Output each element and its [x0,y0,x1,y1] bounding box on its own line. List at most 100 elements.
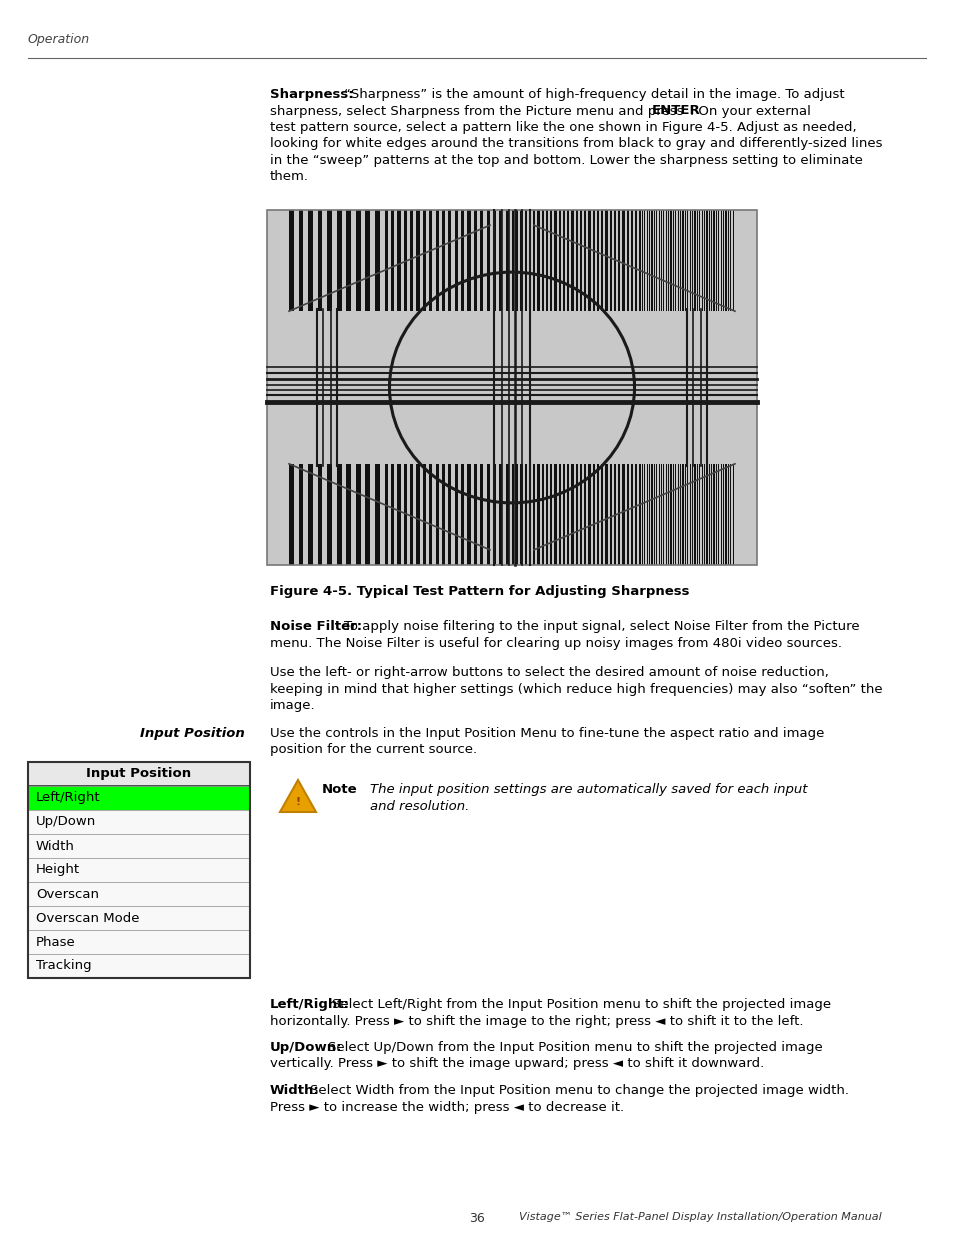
Bar [642,464,643,564]
Bar [441,210,445,311]
Bar [677,210,679,311]
Bar [512,464,514,564]
Bar [696,464,698,564]
Text: Vistage™ Series Flat-Panel Display Installation/Operation Manual: Vistage™ Series Flat-Panel Display Insta… [518,1212,881,1221]
Text: !: ! [295,797,300,806]
Bar [704,464,705,564]
Bar [709,210,710,311]
Bar [410,210,413,311]
Bar [517,210,520,311]
Bar [370,210,375,311]
Bar [702,210,703,311]
Bar [567,210,569,311]
Bar [712,464,713,564]
Bar [341,464,346,564]
Bar [648,464,650,564]
Bar [526,464,528,564]
Bar [717,464,718,564]
Bar [355,464,360,564]
Bar [578,210,579,311]
Bar [683,464,684,564]
Bar [355,210,360,311]
Bar [308,464,313,564]
Bar [560,464,562,564]
Bar [726,464,727,564]
Bar [375,464,379,564]
Bar [660,464,661,564]
Bar [545,464,548,564]
Bar [679,464,680,564]
Bar [728,210,729,311]
Bar [394,464,396,564]
Bar [341,210,346,311]
Bar [476,464,479,564]
Text: To apply noise filtering to the input signal, select Noise Filter from the Pictu: To apply noise filtering to the input si… [344,620,859,634]
Bar [676,210,677,311]
Bar [583,210,586,311]
Bar [400,210,403,311]
Bar [630,464,633,564]
Bar [416,464,419,564]
Bar [652,210,653,311]
Bar [646,210,647,311]
Bar [457,210,460,311]
Bar [322,210,327,311]
Text: position for the current source.: position for the current source. [270,743,476,757]
Bar [679,210,680,311]
Bar [664,210,665,311]
Bar [537,210,539,311]
Bar [707,210,708,311]
Bar [588,210,590,311]
Text: looking for white edges around the transitions from black to gray and differentl: looking for white edges around the trans… [270,137,882,151]
Bar [655,210,656,311]
Bar [486,464,489,564]
Bar [445,210,448,311]
Bar [571,464,573,564]
Bar [351,210,355,311]
Bar [464,464,467,564]
Bar [718,464,719,564]
Bar [723,464,724,564]
Bar [298,464,303,564]
Bar [493,210,496,311]
Bar [407,464,410,564]
Bar [675,464,676,564]
Text: Figure 4-5. Typical Test Pattern for Adjusting Sharpness: Figure 4-5. Typical Test Pattern for Adj… [270,585,689,598]
Bar [550,210,552,311]
Bar [400,464,403,564]
Bar [394,210,396,311]
Bar [451,464,455,564]
Bar [600,464,602,564]
Bar [661,210,662,311]
Bar [422,464,426,564]
Bar [648,210,650,311]
Bar [685,210,686,311]
Bar [652,464,653,564]
Bar [664,464,665,564]
Bar [476,210,479,311]
Bar [600,210,602,311]
Bar [714,464,715,564]
Text: Operation: Operation [28,33,90,46]
Text: Height: Height [36,863,80,877]
Text: Select Width from the Input Position menu to change the projected image width.: Select Width from the Input Position men… [310,1084,848,1097]
Bar [346,464,351,564]
Bar [597,210,598,311]
Bar [581,464,583,564]
Bar [669,464,670,564]
Bar [505,210,508,311]
Bar [666,464,667,564]
Bar [700,210,702,311]
Bar [715,464,717,564]
Bar [666,210,667,311]
Bar [690,210,691,311]
Bar [680,464,681,564]
Text: Left/Right: Left/Right [36,792,100,804]
Bar [598,464,600,564]
Polygon shape [280,781,315,811]
Bar [455,210,457,311]
Bar [579,210,581,311]
Bar [28,882,250,906]
Bar [686,464,688,564]
Text: Press ► to increase the width; press ◄ to decrease it.: Press ► to increase the width; press ◄ t… [270,1100,623,1114]
